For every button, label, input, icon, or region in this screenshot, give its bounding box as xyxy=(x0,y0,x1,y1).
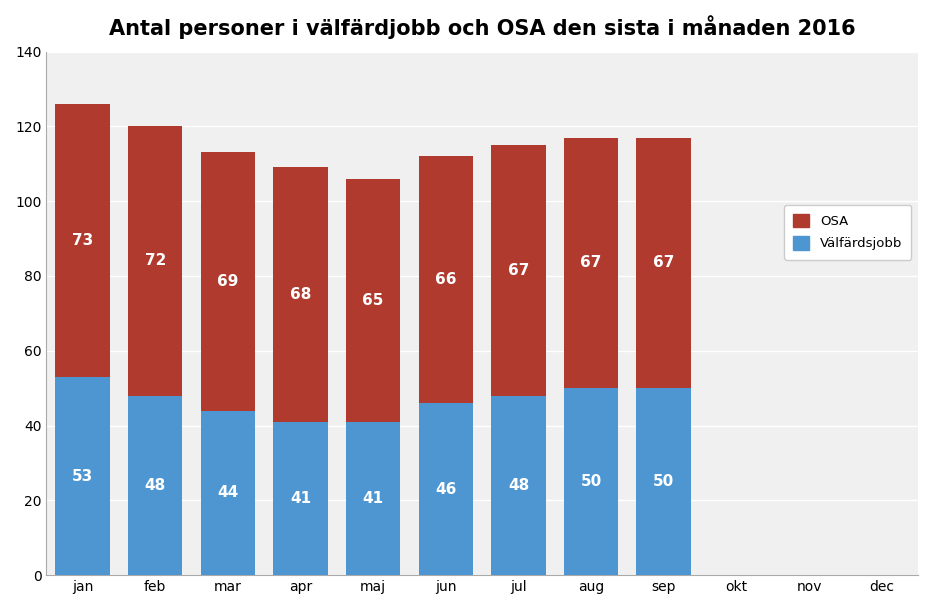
Text: 68: 68 xyxy=(290,287,312,302)
Text: 67: 67 xyxy=(580,255,602,270)
Text: 72: 72 xyxy=(145,253,166,269)
Title: Antal personer i välfärdjobb och OSA den sista i månaden 2016: Antal personer i välfärdjobb och OSA den… xyxy=(109,15,856,39)
Text: 53: 53 xyxy=(72,468,93,484)
Text: 50: 50 xyxy=(580,474,602,489)
Bar xyxy=(128,126,183,396)
Bar xyxy=(55,104,110,377)
Text: 65: 65 xyxy=(362,293,383,308)
Text: 69: 69 xyxy=(217,274,239,289)
Bar xyxy=(55,377,110,575)
Bar xyxy=(636,138,691,388)
Bar xyxy=(491,145,546,396)
Bar xyxy=(201,410,255,575)
Text: 66: 66 xyxy=(435,272,456,287)
Bar xyxy=(346,422,400,575)
Text: 41: 41 xyxy=(290,491,311,506)
Text: 48: 48 xyxy=(508,478,529,493)
Text: 46: 46 xyxy=(435,482,456,496)
Bar xyxy=(419,157,473,403)
Bar xyxy=(128,396,183,575)
Text: 50: 50 xyxy=(653,474,675,489)
Bar xyxy=(636,388,691,575)
Bar xyxy=(273,167,327,422)
Text: 67: 67 xyxy=(508,263,529,278)
Bar xyxy=(346,178,400,422)
Text: 48: 48 xyxy=(145,478,166,493)
Bar xyxy=(419,403,473,575)
Legend: OSA, Välfärdsjobb: OSA, Välfärdsjobb xyxy=(784,205,912,259)
Bar xyxy=(564,388,619,575)
Bar xyxy=(491,396,546,575)
Bar xyxy=(201,152,255,410)
Text: 41: 41 xyxy=(363,491,383,506)
Text: 73: 73 xyxy=(72,233,93,248)
Text: 44: 44 xyxy=(217,485,239,501)
Bar xyxy=(564,138,619,388)
Bar xyxy=(273,422,327,575)
Text: 67: 67 xyxy=(653,255,675,270)
